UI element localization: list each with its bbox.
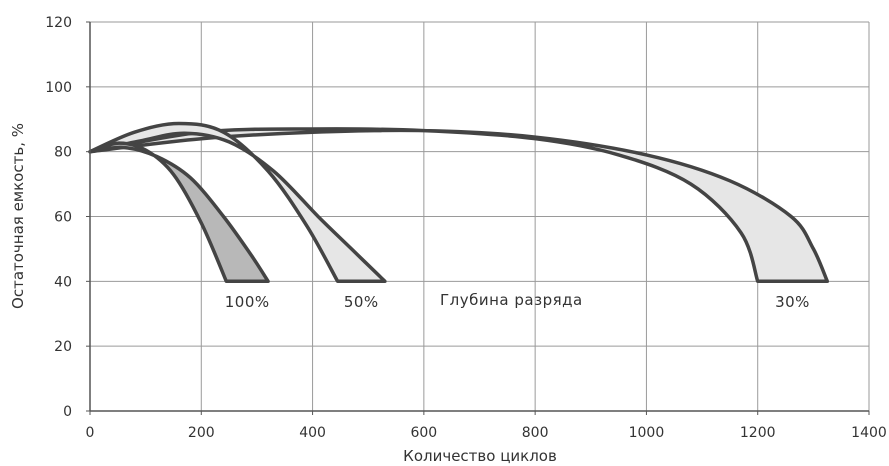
y-tick-label: 80	[54, 145, 72, 161]
y-tick-label: 0	[63, 404, 72, 420]
series-label: 30%	[775, 293, 810, 311]
x-tick-label: 200	[188, 425, 215, 441]
x-axis-title: Количество циклов	[403, 447, 557, 465]
y-tick-label: 100	[45, 80, 72, 96]
y-axis-title: Остаточная емкость, %	[9, 123, 27, 309]
x-tick-label: 1400	[851, 425, 887, 441]
series-label: 50%	[344, 293, 379, 311]
x-tick-label: 0	[86, 425, 95, 441]
x-tick-label: 1200	[740, 425, 776, 441]
y-tick-label: 20	[54, 339, 72, 355]
x-tick-labels: 0 200 400 600 800 1000 1200 1400	[86, 411, 887, 441]
series-labels: 30% 50% 100%	[225, 293, 810, 311]
band-50pct	[88, 121, 387, 284]
x-tick-label: 400	[299, 425, 326, 441]
y-tick-label: 120	[45, 15, 72, 31]
band-30pct	[88, 127, 830, 284]
x-tick-label: 800	[522, 425, 549, 441]
y-tick-labels: 0 20 40 60 80 100 120	[45, 15, 90, 420]
y-tick-label: 40	[54, 274, 72, 290]
x-tick-label: 600	[410, 425, 437, 441]
series-label: 100%	[225, 293, 270, 311]
y-tick-label: 60	[54, 210, 72, 226]
depth-of-discharge-annotation: Глубина разряда	[440, 291, 583, 309]
depth-bands	[88, 121, 830, 284]
x-tick-label: 1000	[629, 425, 665, 441]
band-100pct	[88, 141, 270, 284]
